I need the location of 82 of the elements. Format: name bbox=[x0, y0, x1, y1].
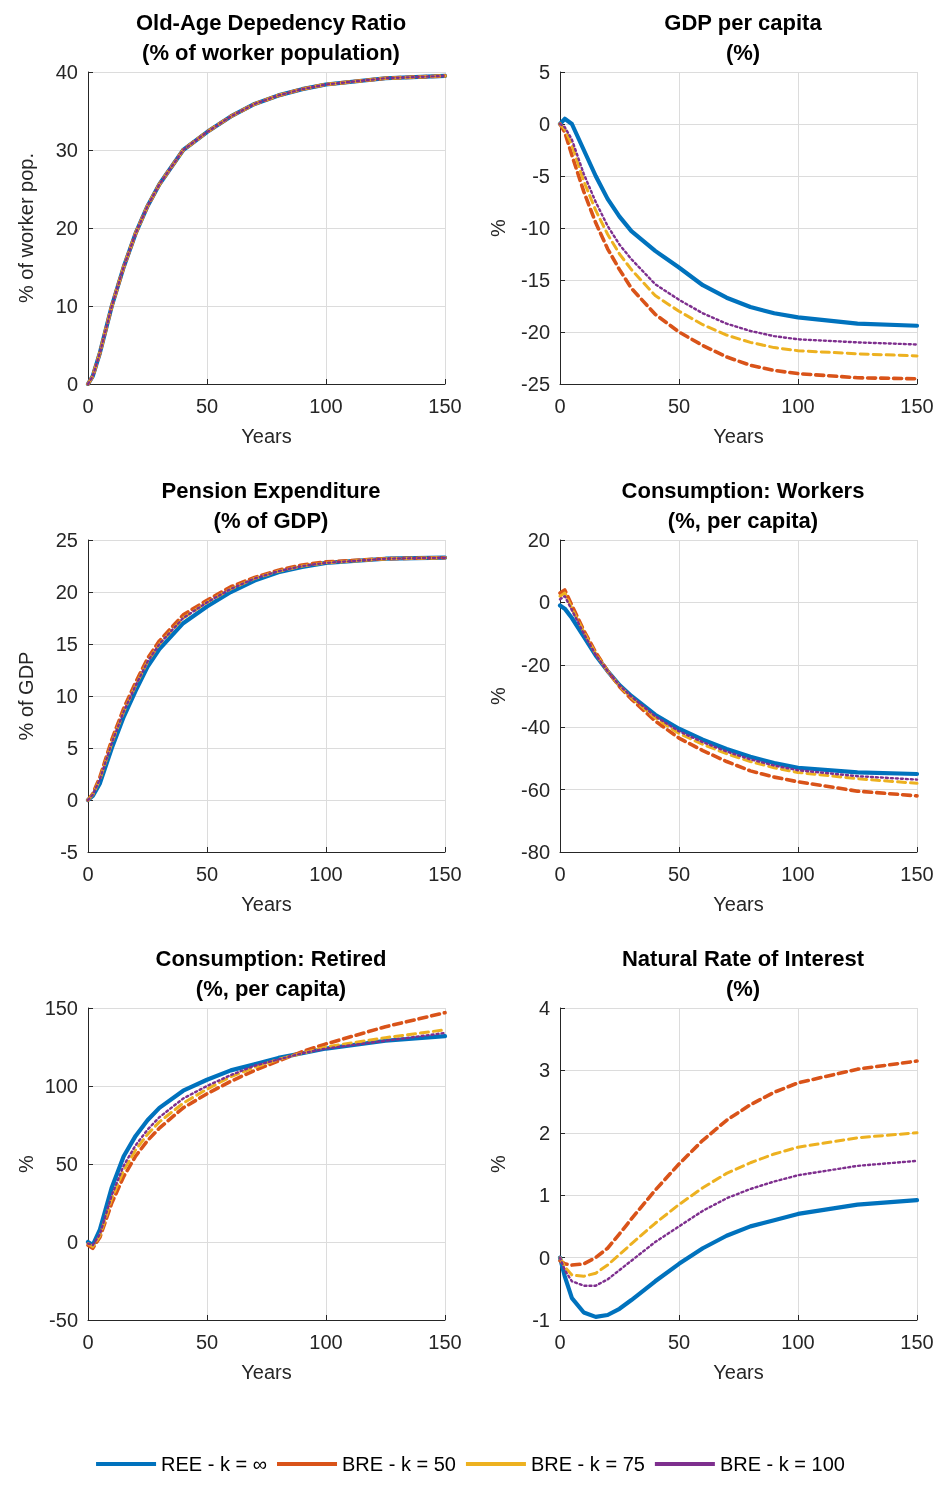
y-tick-label: 100 bbox=[44, 1075, 78, 1097]
y-axis-title: % of worker pop. bbox=[15, 152, 37, 304]
y-tick-label: 20 bbox=[55, 581, 78, 603]
chart-title: Consumption: Workers (%, per capita) bbox=[621, 477, 865, 533]
x-tick-label: 100 bbox=[781, 395, 815, 417]
x-tick-label: 0 bbox=[82, 863, 94, 885]
x-tick-label: 0 bbox=[554, 863, 566, 885]
y-tick-label: -10 bbox=[521, 217, 550, 239]
chart-title: Consumption: Retired (%, per capita) bbox=[155, 945, 387, 1001]
y-tick-label: 40 bbox=[55, 61, 78, 83]
x-tick-label: 150 bbox=[428, 395, 462, 417]
y-axis-title: % of GDP bbox=[15, 651, 37, 741]
y-tick-label: -20 bbox=[521, 321, 550, 343]
y-tick-label: 20 bbox=[527, 529, 550, 551]
x-tick-label: 100 bbox=[309, 863, 343, 885]
x-tick-label: 0 bbox=[554, 1331, 566, 1353]
y-tick-label: 0 bbox=[538, 1246, 550, 1269]
x-axis-title: Years bbox=[713, 1361, 764, 1383]
y-tick-label: 20 bbox=[55, 217, 78, 239]
y-tick-label: -15 bbox=[521, 269, 550, 291]
x-tick-label: 150 bbox=[428, 1331, 462, 1353]
y-tick-label: -20 bbox=[521, 653, 550, 676]
y-tick-label: 50 bbox=[55, 1153, 78, 1175]
y-tick-label: 25 bbox=[55, 529, 78, 551]
x-tick-label: 150 bbox=[900, 395, 934, 417]
x-tick-label: 0 bbox=[82, 395, 94, 417]
x-tick-label: 0 bbox=[82, 1331, 94, 1353]
y-tick-label: 10 bbox=[55, 295, 78, 317]
y-tick-label: -60 bbox=[521, 778, 550, 801]
y-tick-label: 0 bbox=[66, 789, 78, 811]
y-tick-label: 5 bbox=[538, 61, 550, 83]
legend-label: BRE - k = 100 bbox=[719, 1453, 845, 1475]
y-tick-label: -5 bbox=[60, 841, 78, 863]
x-tick-label: 50 bbox=[195, 863, 219, 885]
y-axis-title: % bbox=[487, 218, 509, 237]
y-tick-label: 0 bbox=[66, 1231, 78, 1253]
x-tick-label: 50 bbox=[667, 395, 691, 417]
y-tick-label: 0 bbox=[538, 113, 550, 135]
y-tick-label: 0 bbox=[538, 591, 550, 614]
x-tick-label: 150 bbox=[900, 863, 934, 885]
y-tick-label: -25 bbox=[521, 373, 550, 395]
x-axis-title: Years bbox=[241, 893, 292, 915]
y-tick-label: 15 bbox=[55, 633, 78, 655]
legend-label: BRE - k = 75 bbox=[530, 1453, 645, 1475]
y-tick-label: 30 bbox=[55, 139, 78, 161]
y-tick-label: 4 bbox=[538, 997, 550, 1019]
x-axis-title: Years bbox=[241, 425, 292, 447]
y-tick-label: 2 bbox=[538, 1121, 550, 1144]
y-tick-label: 3 bbox=[538, 1059, 550, 1082]
y-tick-label: 10 bbox=[55, 685, 78, 707]
chart-title: Old-Age Depedency Ratio (% of worker population) bbox=[135, 9, 407, 65]
x-tick-label: 100 bbox=[781, 1331, 815, 1353]
y-axis-title: % bbox=[15, 1154, 37, 1173]
x-axis-title: Years bbox=[241, 1361, 292, 1383]
chart-title: GDP per capita (%) bbox=[664, 9, 823, 65]
x-tick-label: 150 bbox=[428, 863, 462, 885]
x-tick-label: 50 bbox=[195, 1331, 219, 1353]
x-tick-label: 100 bbox=[309, 395, 343, 417]
x-tick-label: 50 bbox=[195, 395, 219, 417]
y-tick-label: -80 bbox=[521, 841, 550, 863]
legend-label: REE - k = ∞ bbox=[161, 1453, 268, 1475]
y-axis-title: % bbox=[487, 686, 509, 705]
y-tick-label: -1 bbox=[532, 1309, 550, 1331]
y-tick-label: 1 bbox=[538, 1184, 550, 1207]
x-axis-title: Years bbox=[713, 893, 764, 915]
y-tick-label: -40 bbox=[521, 716, 550, 739]
x-tick-label: 50 bbox=[667, 1331, 691, 1353]
x-tick-label: 100 bbox=[781, 863, 815, 885]
x-tick-label: 150 bbox=[900, 1331, 934, 1353]
y-tick-label: 5 bbox=[66, 737, 78, 759]
chart-title: Pension Expenditure (% of GDP) bbox=[161, 477, 381, 533]
y-tick-label: 0 bbox=[66, 373, 78, 395]
y-axis-title: % bbox=[487, 1154, 509, 1173]
legend-label: BRE - k = 50 bbox=[342, 1453, 456, 1475]
x-tick-label: 50 bbox=[667, 863, 691, 885]
y-tick-label: -5 bbox=[532, 165, 550, 187]
x-tick-label: 0 bbox=[554, 395, 566, 417]
x-axis-title: Years bbox=[713, 425, 764, 447]
y-tick-label: -50 bbox=[49, 1309, 78, 1331]
x-tick-label: 100 bbox=[309, 1331, 343, 1353]
chart-title: Natural Rate of Interest (%) bbox=[621, 945, 865, 1001]
y-tick-label: 150 bbox=[44, 997, 78, 1019]
